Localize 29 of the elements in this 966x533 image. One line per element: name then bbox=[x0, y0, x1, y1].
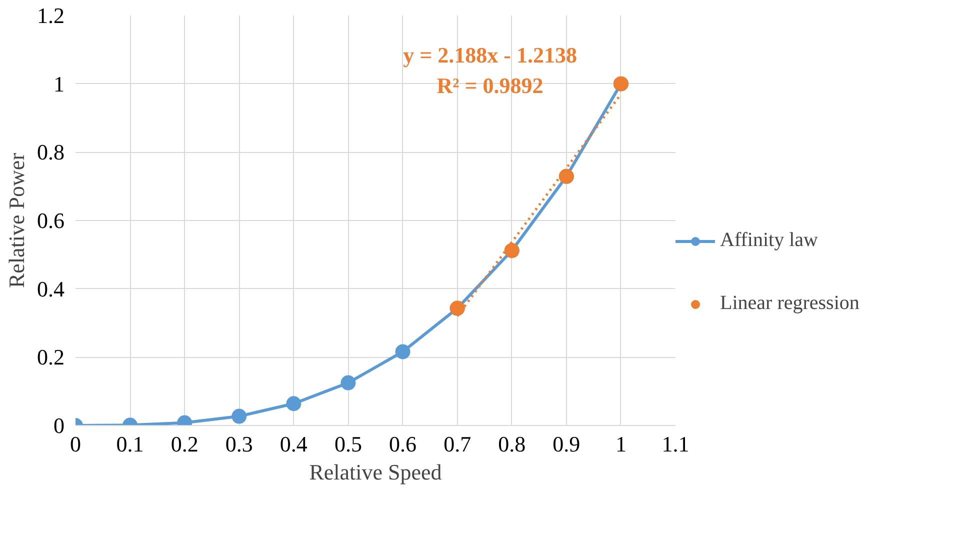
x-axis-title: Relative Speed bbox=[309, 460, 442, 484]
y-tick-label: 0.2 bbox=[37, 344, 64, 370]
point bbox=[232, 408, 247, 424]
x-tick-label: 0.4 bbox=[280, 432, 308, 456]
x-tick-label: 0 bbox=[70, 432, 81, 456]
x-tick-label: 0.9 bbox=[552, 432, 580, 456]
annotation: y = 2.188x - 1.2138 bbox=[403, 42, 577, 68]
y-tick-label: 1 bbox=[54, 71, 64, 96]
legend-label: Linear regression bbox=[720, 292, 860, 315]
x-tick-label: 0.1 bbox=[116, 432, 144, 456]
point bbox=[340, 375, 356, 390]
legend-label: Affinity law bbox=[720, 229, 818, 252]
point bbox=[286, 396, 302, 412]
x-tick-label: 0.7 bbox=[444, 432, 472, 456]
point bbox=[395, 344, 410, 360]
y-tick-label: 0 bbox=[54, 413, 64, 438]
x-tick-label: 0.5 bbox=[334, 432, 362, 456]
x-tick-label: 1.1 bbox=[662, 432, 690, 456]
y-axis-title: Relative Power bbox=[4, 152, 29, 288]
y-tick-label: 0.8 bbox=[37, 140, 64, 165]
x-tick-label: 1 bbox=[615, 432, 626, 456]
x-tick-label: 0.6 bbox=[389, 432, 417, 456]
y-tick-label: 1.2 bbox=[37, 3, 64, 28]
x-tick-label: 0.3 bbox=[225, 432, 253, 456]
y-tick-label: 0.4 bbox=[37, 276, 64, 302]
y-tick-label: 0.6 bbox=[37, 208, 64, 233]
x-tick-label: 0.8 bbox=[498, 432, 526, 456]
x-tick-label: 0.2 bbox=[170, 432, 198, 456]
annotation: R² = 0.9892 bbox=[436, 73, 544, 98]
